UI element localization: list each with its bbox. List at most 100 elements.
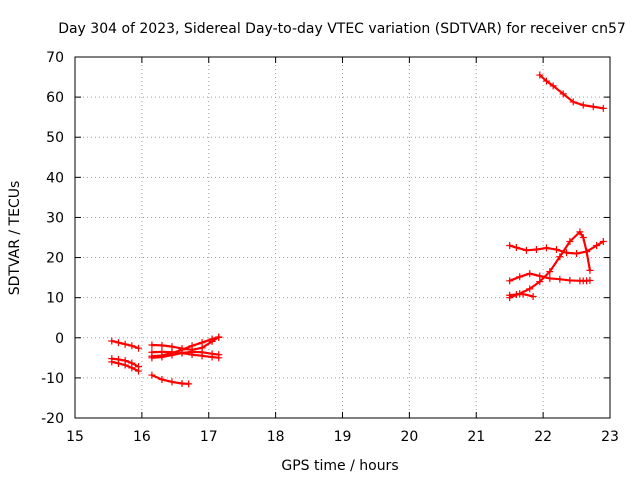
plot-frame (74, 56, 611, 419)
y-tick-label: 10 (46, 291, 64, 307)
x-tick-label: 15 (66, 429, 84, 445)
data-point (148, 348, 156, 356)
data-point (526, 270, 534, 278)
data-point (215, 333, 223, 341)
data-trace (506, 238, 607, 258)
data-point (536, 71, 544, 79)
data-point (108, 358, 116, 366)
data-point (121, 340, 129, 348)
x-tick-label: 21 (467, 429, 485, 445)
x-axis-title: GPS time / hours (281, 458, 398, 474)
data-point (526, 285, 534, 293)
data-point (556, 275, 564, 283)
y-tick-label: 0 (55, 331, 64, 347)
data-point (512, 244, 520, 252)
data-point (566, 276, 574, 284)
data-trace (108, 337, 143, 352)
data-trace-line (508, 230, 592, 299)
y-tick-label: 40 (46, 170, 64, 186)
data-trace (148, 371, 193, 388)
data-point (516, 273, 524, 281)
data-trace (148, 348, 223, 362)
data-point (579, 101, 587, 109)
data-point (576, 228, 584, 236)
data-layer (108, 71, 607, 388)
data-point (188, 342, 196, 350)
y-tick-label: 20 (46, 251, 64, 267)
data-point (215, 354, 223, 362)
data-point (563, 249, 571, 257)
data-point (185, 380, 193, 388)
data-point (573, 250, 581, 258)
data-trace (506, 270, 594, 285)
data-point (158, 375, 166, 383)
data-point (546, 274, 554, 282)
data-point (512, 290, 520, 298)
x-tick-label: 20 (400, 429, 418, 445)
data-point (506, 242, 514, 250)
data-point (553, 246, 560, 254)
data-point (114, 359, 122, 367)
data-point (579, 234, 587, 241)
y-tick-label: 50 (46, 130, 64, 146)
data-point (198, 339, 206, 347)
data-point (549, 82, 557, 90)
data-trace (536, 71, 607, 112)
data-point (583, 248, 591, 256)
y-tick-label: -10 (41, 371, 64, 387)
data-point (569, 98, 577, 106)
data-point (148, 341, 156, 349)
data-point (566, 238, 574, 246)
data-point (128, 342, 136, 350)
data-point (519, 290, 527, 298)
data-point (135, 344, 143, 352)
data-trace (506, 228, 594, 302)
data-trace (108, 358, 143, 375)
data-point (542, 244, 550, 252)
x-tick-label: 16 (133, 429, 151, 445)
data-point (536, 278, 544, 286)
data-point (529, 292, 537, 300)
data-point (121, 361, 129, 369)
data-point (556, 253, 564, 261)
data-point (586, 266, 594, 274)
data-point (599, 238, 607, 246)
data-trace (506, 290, 537, 300)
data-point (158, 348, 166, 356)
data-point (158, 341, 166, 349)
data-point (178, 349, 186, 357)
y-tick-label: 60 (46, 90, 64, 106)
data-point (135, 367, 143, 375)
data-point (586, 276, 594, 284)
x-tick-label: 23 (601, 429, 619, 445)
label-layer: 15 16 17 18 19 20 21 22 23 -20 -10 0 10 20 30 40 50 60 70 (41, 50, 619, 445)
data-point (546, 268, 554, 276)
data-point (522, 246, 530, 254)
grid-layer (75, 57, 610, 418)
data-point (559, 90, 567, 98)
x-tick-label: 19 (334, 429, 352, 445)
data-point (532, 246, 540, 254)
data-point (198, 352, 206, 360)
data-point (168, 348, 176, 356)
data-point (108, 337, 116, 345)
x-tick-label: 18 (267, 429, 285, 445)
data-point (542, 77, 550, 85)
data-point (208, 335, 216, 343)
data-trace-line (150, 373, 190, 386)
data-point (188, 351, 196, 359)
data-point (593, 242, 601, 250)
chart-title: Day 304 of 2023, Sidereal Day-to-day VTE… (58, 21, 626, 37)
data-point (148, 371, 156, 379)
data-point (208, 353, 216, 361)
data-point (114, 339, 122, 347)
data-point (506, 291, 514, 299)
data-point (168, 378, 176, 386)
data-point (589, 103, 597, 111)
y-tick-label: 70 (46, 50, 64, 66)
data-point (178, 380, 186, 388)
data-point (506, 277, 514, 285)
data-point (599, 104, 607, 112)
y-tick-label: -20 (41, 411, 64, 427)
